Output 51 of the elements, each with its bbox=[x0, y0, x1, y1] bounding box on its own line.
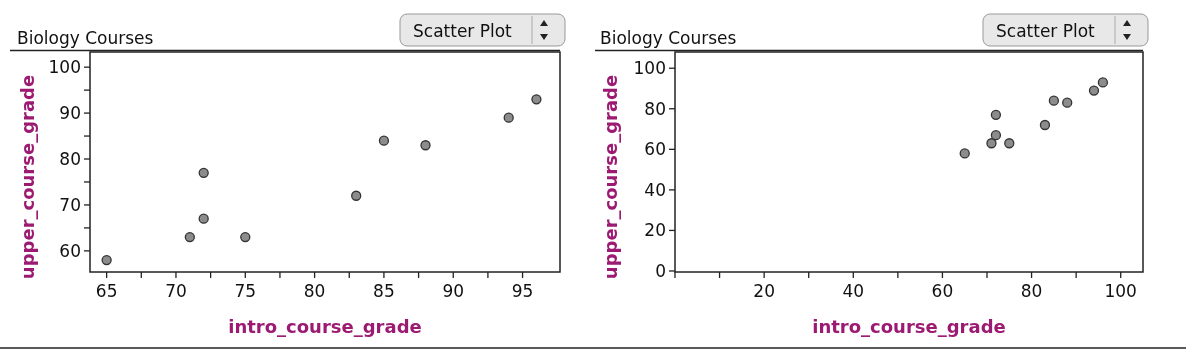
point bbox=[101, 254, 112, 266]
point bbox=[1039, 119, 1051, 131]
point bbox=[990, 129, 1002, 141]
point bbox=[351, 190, 362, 201]
point bbox=[1088, 85, 1100, 96]
x-tick-label: 75 bbox=[234, 281, 257, 301]
x-tick-label: 80 bbox=[1020, 281, 1043, 301]
point bbox=[959, 148, 970, 159]
y-tick-label: 60 bbox=[644, 139, 666, 160]
y-tick-label: 100 bbox=[633, 58, 666, 79]
x-tick-label: 80 bbox=[303, 281, 326, 301]
dropdown-select: Scatter Plot bbox=[399, 13, 566, 47]
y-tick-label: 70 bbox=[59, 194, 81, 215]
point bbox=[240, 231, 251, 243]
point bbox=[378, 135, 390, 146]
x-tick-label: 85 bbox=[373, 281, 395, 301]
y-tick-label: 90 bbox=[59, 103, 81, 124]
point bbox=[1048, 95, 1060, 106]
y-tick-label: 0 bbox=[655, 260, 666, 281]
chart-title: Biology Courses bbox=[17, 28, 154, 48]
point bbox=[531, 94, 542, 105]
y-tick-label: 40 bbox=[644, 179, 666, 200]
point bbox=[986, 138, 997, 149]
point bbox=[184, 231, 195, 243]
point bbox=[198, 213, 209, 224]
y-tick-label: 20 bbox=[644, 220, 666, 241]
x-tick-label: 90 bbox=[442, 281, 465, 301]
y-axis-title: upper_course_grade bbox=[17, 74, 38, 280]
point bbox=[503, 112, 514, 123]
x-tick-label: 60 bbox=[931, 281, 954, 301]
y-axis-title: upper_course_grade bbox=[600, 74, 621, 280]
y-tick-label: 100 bbox=[48, 57, 81, 78]
x-tick-label: 100 bbox=[1104, 281, 1137, 301]
x-tick-label: 40 bbox=[842, 281, 865, 301]
x-axis-title: intro_course_grade bbox=[812, 316, 1006, 337]
x-tick-label: 65 bbox=[95, 281, 118, 301]
point bbox=[1097, 77, 1109, 88]
point bbox=[990, 109, 1002, 121]
y-tick-label: 80 bbox=[59, 149, 81, 170]
point bbox=[420, 140, 431, 151]
x-tick-label: 70 bbox=[165, 281, 187, 301]
point bbox=[1004, 138, 1015, 149]
dropdown-select: Scatter Plot bbox=[982, 13, 1149, 47]
point bbox=[198, 167, 209, 178]
chart-title: Biology Courses bbox=[600, 28, 737, 48]
point bbox=[1062, 97, 1073, 108]
y-tick-label: 80 bbox=[644, 98, 666, 119]
x-axis-title: intro_course_grade bbox=[228, 316, 422, 337]
x-tick-label: 20 bbox=[753, 281, 775, 301]
y-tick-label: 60 bbox=[59, 240, 81, 261]
x-tick-label: 95 bbox=[511, 281, 534, 301]
